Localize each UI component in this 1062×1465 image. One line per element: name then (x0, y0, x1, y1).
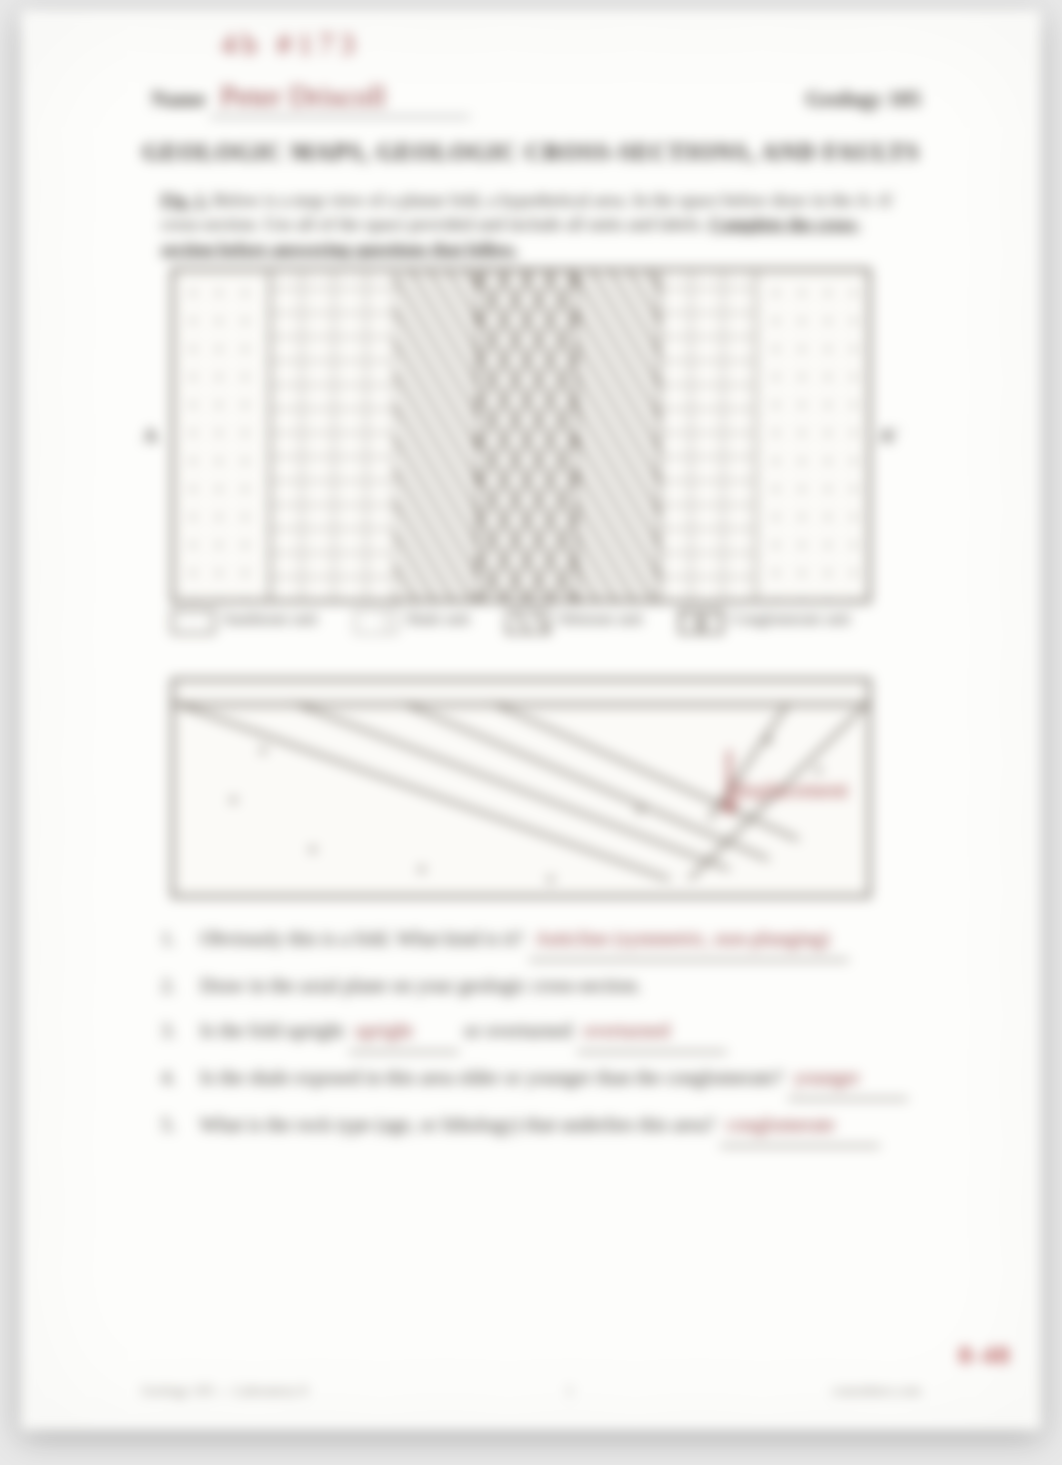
instructions: Fig. 1. Below is a map view of a planar … (161, 188, 901, 261)
q5-text: What is the rock type (age, or lithology… (200, 1114, 715, 1136)
question-1: 1. Obviously this is a fold. What kind i… (161, 920, 911, 961)
map-column-1 (271, 271, 396, 600)
map-column-0 (174, 271, 271, 600)
legend-item-3: Conglomerate unit (679, 610, 851, 634)
legend-swatch-2 (506, 610, 550, 634)
map-column-5 (660, 271, 757, 600)
q5-number: 5. (161, 1106, 195, 1145)
q1-text: Obviously this is a fold. What kind is i… (200, 928, 524, 950)
name-block: Name Peter Driscoll (151, 80, 470, 118)
name-label: Name (151, 86, 206, 111)
question-4: 4. Is the shale exposed in this area old… (161, 1059, 911, 1100)
question-2: 2. Draw in the axial plane on your geolo… (161, 967, 911, 1006)
map-legend: Sandstone unit Shale unit Siltstone unit Co… (171, 610, 871, 634)
legend-swatch-3 (679, 610, 723, 634)
legend-item-0: Sandstone unit (171, 610, 318, 634)
legend-label-3: Conglomerate unit (731, 610, 851, 629)
q3-answer2: overturned (577, 1012, 727, 1053)
name-value: Peter Driscoll (210, 80, 470, 118)
instructions-lead: Fig. 1. (161, 190, 209, 210)
axis-label-a-prime: A' (879, 425, 899, 448)
corner-badge: 8-48 (959, 1343, 1011, 1370)
q3-mid: or overturned (464, 1020, 572, 1042)
course-label: Geology 105 (806, 86, 922, 112)
header-scribble: 4b #173 (221, 28, 361, 62)
q3-prefix: Is the fold upright (200, 1020, 344, 1042)
legend-item-2: Siltstone unit (506, 610, 643, 634)
header-row: Name Peter Driscoll Geology 105 (151, 80, 921, 118)
map-column-4 (577, 271, 660, 600)
footer-right: coursehero.com (832, 1384, 921, 1400)
questions-list: 1. Obviously this is a fold. What kind i… (161, 920, 911, 1153)
question-5: 5. What is the rock type (age, or lithol… (161, 1106, 911, 1147)
q4-answer: younger (788, 1059, 908, 1100)
geologic-map (171, 268, 871, 603)
legend-swatch-0 (171, 610, 215, 634)
q4-number: 4. (161, 1059, 195, 1098)
q3-answer1: upright (349, 1012, 459, 1053)
q1-answer: Anticline (symmetric, non-plunging) (529, 920, 849, 961)
q5-answer: conglomerate (720, 1106, 880, 1147)
map-column-3 (479, 271, 576, 600)
cross-section: displacement (171, 678, 871, 898)
map-column-6 (757, 271, 868, 600)
q1-number: 1. (161, 920, 195, 959)
page-title: GEOLOGIC MAPS, GEOLOGIC CROSS-SECTIONS, … (21, 140, 1041, 167)
legend-label-2: Siltstone unit (558, 610, 643, 629)
q3-number: 3. (161, 1012, 195, 1051)
map-column-2 (396, 271, 479, 600)
worksheet-page: 4b #173 Name Peter Driscoll Geology 105 … (21, 10, 1041, 1430)
legend-label-1: Shale unit (406, 610, 470, 629)
axis-label-a: A (143, 425, 157, 448)
legend-swatch-1 (354, 610, 398, 634)
page-footer: Geology 105 — Laboratory 8 1 coursehero.… (141, 1384, 921, 1400)
legend-item-1: Shale unit (354, 610, 470, 634)
footer-center: 1 (566, 1384, 573, 1400)
question-3: 3. Is the fold upright upright or overtu… (161, 1012, 911, 1053)
cross-section-annotation: displacement (732, 777, 848, 803)
q2-number: 2. (161, 967, 195, 1006)
q4-text: Is the shale exposed in this area older … (200, 1067, 783, 1089)
footer-left: Geology 105 — Laboratory 8 (141, 1384, 307, 1400)
legend-label-0: Sandstone unit (223, 610, 318, 629)
q2-text: Draw in the axial plane on your geologic… (200, 975, 642, 997)
